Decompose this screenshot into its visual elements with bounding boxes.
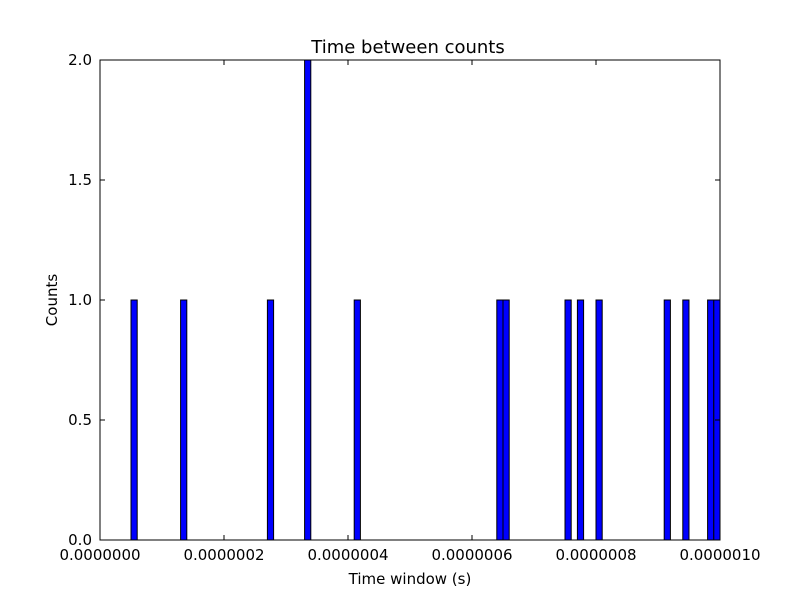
y-tick-label: 1.5 <box>68 171 92 189</box>
plot-frame <box>99 59 721 541</box>
histogram-bar <box>663 299 671 541</box>
x-tick-label: 0.0000002 <box>183 546 264 564</box>
x-axis-label: Time window (s) <box>348 570 472 588</box>
histogram-bar <box>682 299 690 541</box>
y-axis-label: Counts <box>43 274 61 327</box>
bars-layer <box>130 59 721 541</box>
y-tick-label: 0.5 <box>68 411 92 429</box>
y-tick-label: 2.0 <box>68 51 92 69</box>
histogram-bar <box>353 299 361 541</box>
histogram-bar <box>496 299 504 541</box>
x-tick-label: 0.0000000 <box>59 546 140 564</box>
ticks-layer: 0.0000000 0.0000002 0.0000004 0.0000006 0.00… <box>59 51 760 564</box>
histogram-bar <box>130 299 138 541</box>
chart-title: Time between counts <box>310 37 505 58</box>
y-tick-label: 0.0 <box>68 531 92 549</box>
histogram-bar <box>266 299 275 541</box>
histogram-bar <box>576 299 585 541</box>
histogram-bar <box>707 299 715 541</box>
y-tick-label: 1.0 <box>68 291 92 309</box>
x-tick-label: 0.0000004 <box>307 546 388 564</box>
histogram-bar <box>564 299 572 541</box>
histogram-bar <box>595 299 603 541</box>
histogram-bar <box>304 59 312 541</box>
histogram-bar <box>180 299 188 541</box>
histogram-bar <box>502 299 510 541</box>
x-tick-label: 0.0000008 <box>555 546 636 564</box>
x-tick-label: 0.0000010 <box>679 546 760 564</box>
x-tick-label: 0.0000006 <box>431 546 512 564</box>
